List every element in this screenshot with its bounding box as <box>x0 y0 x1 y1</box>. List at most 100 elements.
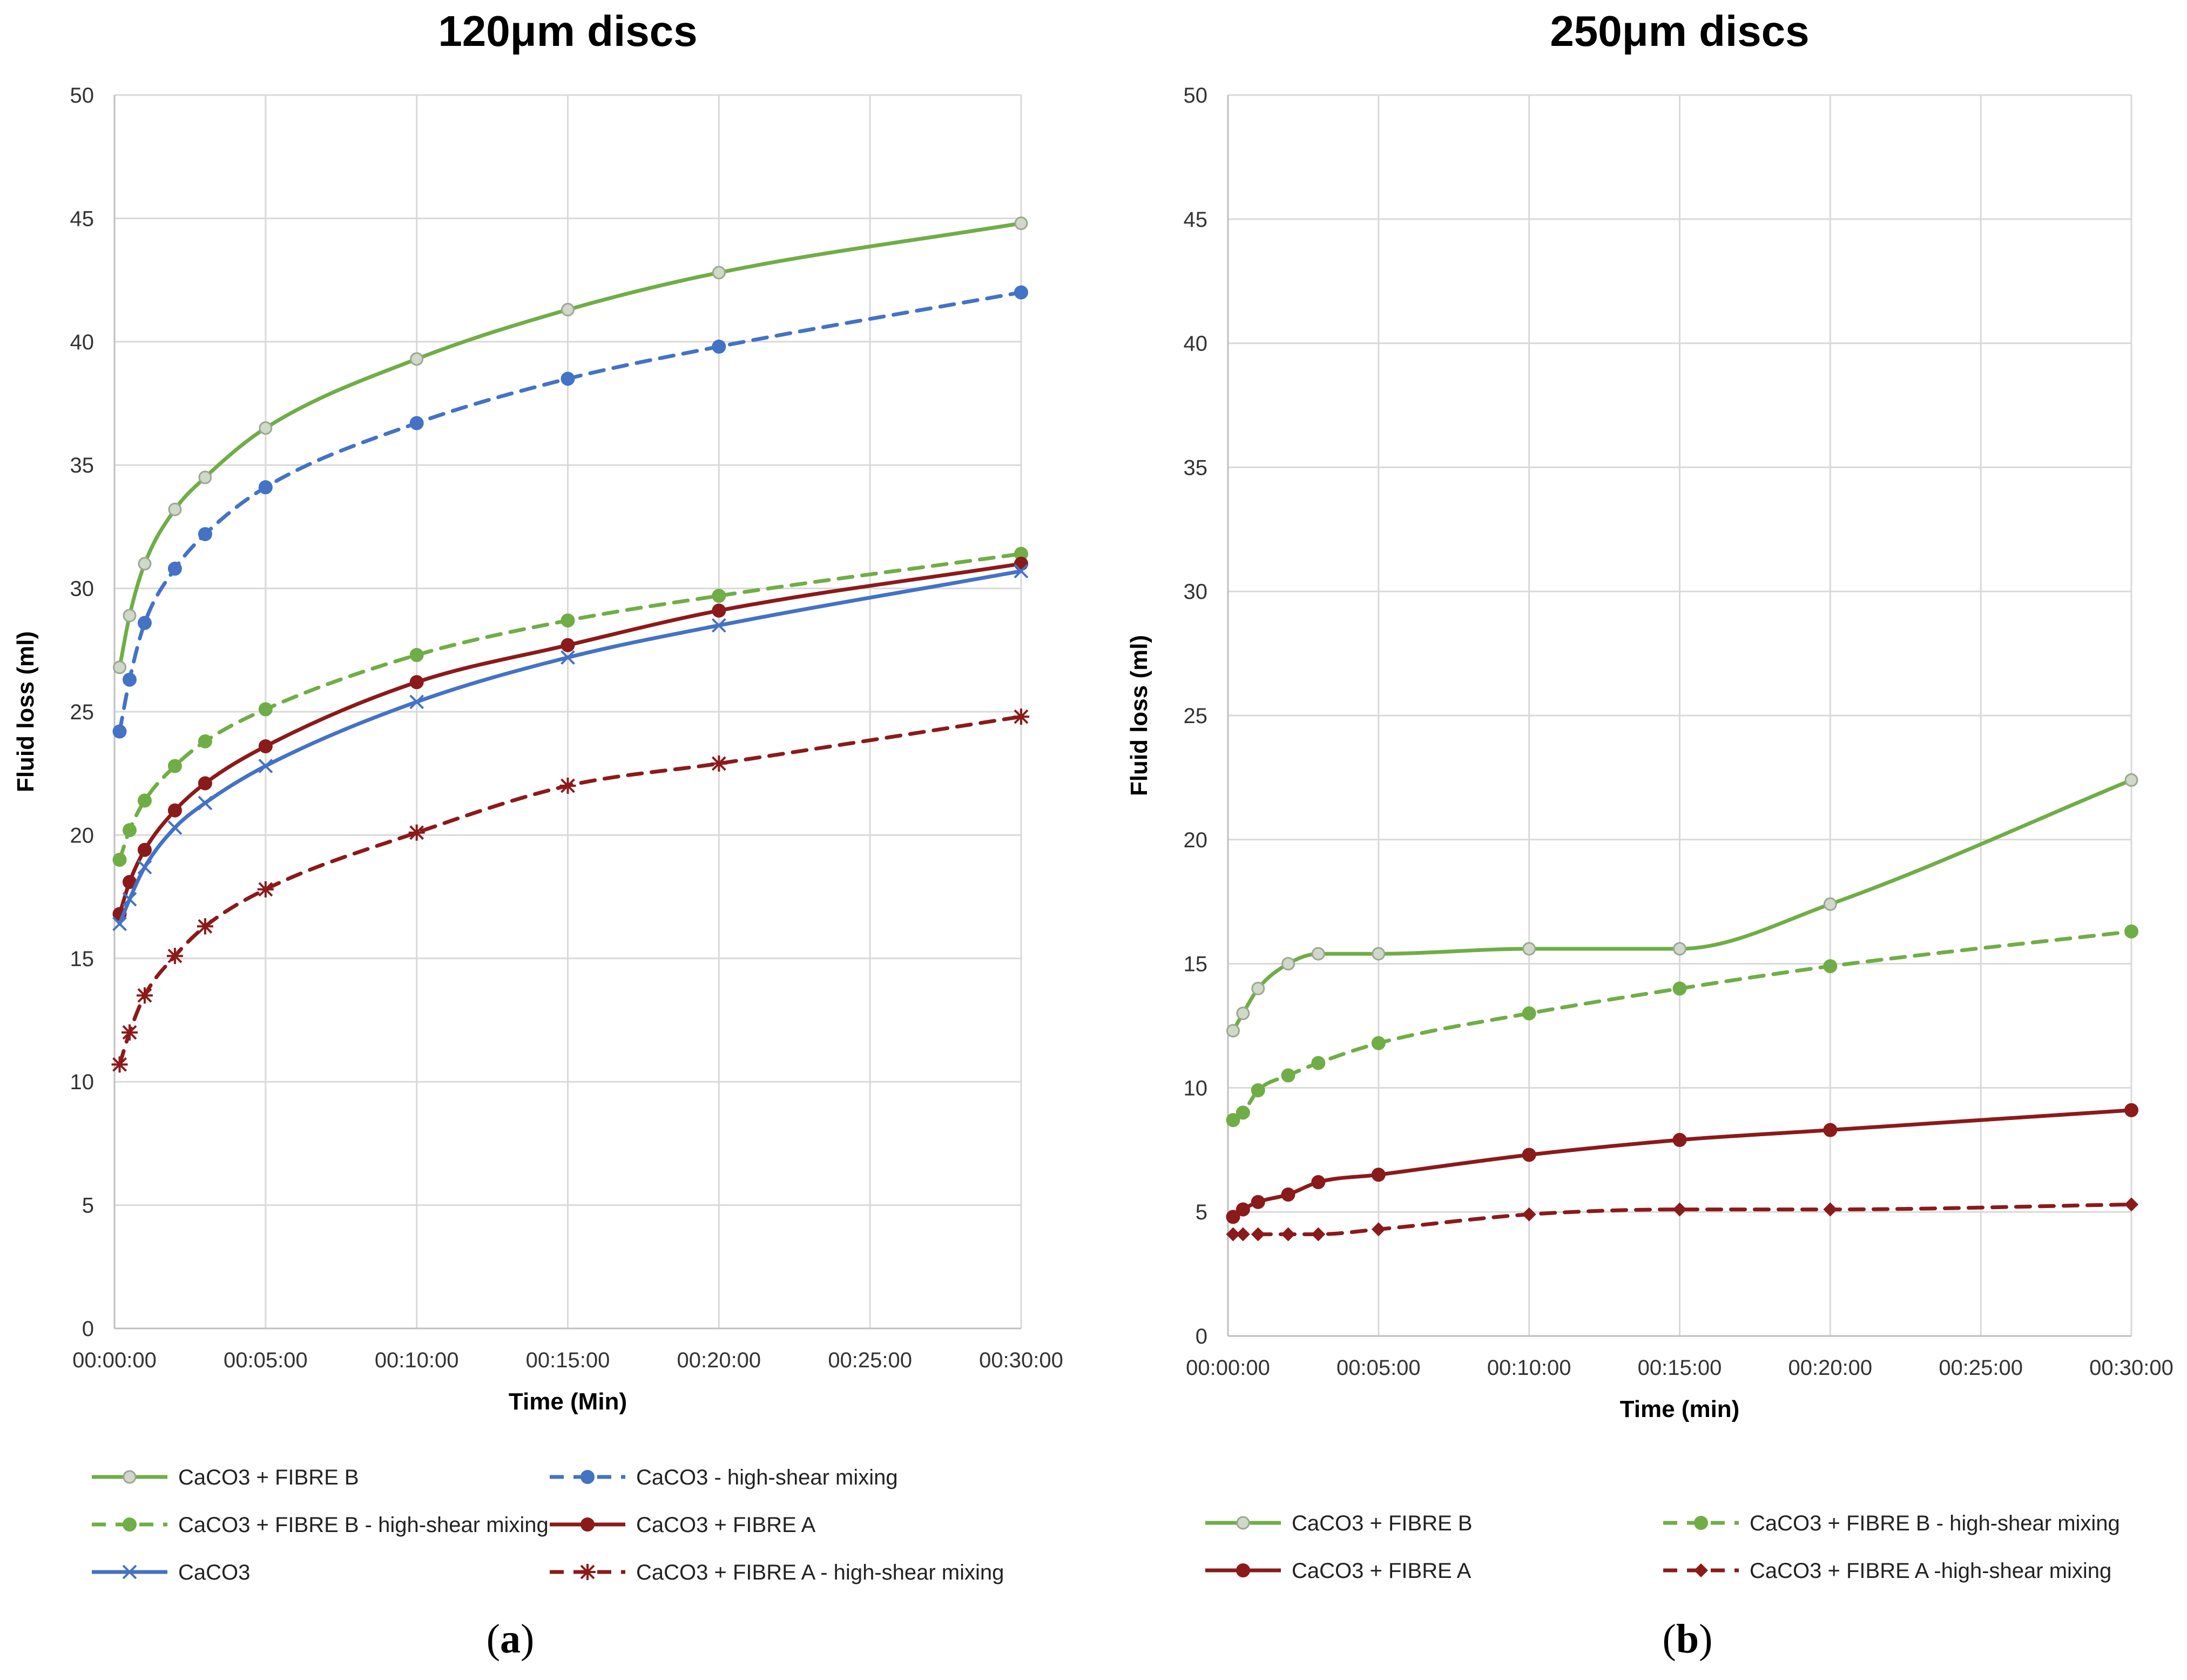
legend-marker <box>1236 1516 1250 1530</box>
series-2 <box>112 285 1028 739</box>
series-line <box>118 552 1023 862</box>
legend-marker <box>122 1564 137 1580</box>
data-point <box>1014 564 1029 579</box>
y-tick-label: 25 <box>70 700 94 724</box>
data-point <box>257 881 274 898</box>
legend-label: CaCO3 + FIBRE B - high-shear mixing <box>178 1513 549 1537</box>
x-tick-label: 00:15:00 <box>526 1348 610 1372</box>
y-tick-label: 20 <box>70 824 94 847</box>
x-tick-label: 00:15:00 <box>1638 1356 1722 1380</box>
y-tick-label: 45 <box>1184 208 1208 232</box>
data-point <box>122 892 137 907</box>
x-tick-label: 00:30:00 <box>979 1348 1063 1372</box>
data-point <box>410 352 424 366</box>
data-point <box>137 616 152 630</box>
data-point <box>1522 1006 1536 1021</box>
data-point <box>2124 1197 2138 1212</box>
data-point <box>136 987 153 1004</box>
data-point <box>1372 947 1386 961</box>
series-2 <box>1226 924 2138 1128</box>
data-point <box>1014 217 1028 231</box>
data-point <box>258 702 273 717</box>
series-line <box>118 221 1023 670</box>
legend-marker <box>1694 1516 1708 1530</box>
data-point <box>258 759 273 773</box>
legend-label: CaCO3 + FIBRE B - high-shear mixing <box>1750 1512 2120 1535</box>
data-point <box>1673 942 1686 956</box>
legend-label: CaCO3 + FIBRE B <box>178 1466 359 1489</box>
data-point <box>112 853 127 867</box>
data-point <box>711 618 726 633</box>
data-point <box>167 759 182 773</box>
data-point <box>559 778 576 794</box>
x-tick-label: 00:25:00 <box>1939 1356 2023 1380</box>
y-tick-label: 40 <box>70 330 94 354</box>
x-tick-label: 00:10:00 <box>375 1348 459 1372</box>
data-point <box>1823 897 1837 911</box>
series-line <box>118 569 1023 926</box>
data-point <box>1236 1202 1250 1217</box>
data-point <box>167 803 182 818</box>
legend-item: CaCO3 + FIBRE A <box>550 1513 816 1537</box>
data-point <box>1281 1188 1295 1202</box>
legend-marker <box>123 1517 137 1531</box>
series-1 <box>1226 773 2138 1038</box>
data-point <box>168 502 182 516</box>
gridlines <box>113 94 1022 1330</box>
data-point <box>1311 1227 1326 1242</box>
data-point <box>1251 1227 1265 1242</box>
subfigure-label: (b) <box>1663 1616 1713 1662</box>
x-tick-label: 00:10:00 <box>1487 1356 1571 1380</box>
data-point <box>1226 1113 1240 1128</box>
data-point <box>1281 1227 1295 1242</box>
data-point <box>197 918 213 935</box>
data-point <box>408 824 425 841</box>
legend: CaCO3 + FIBRE B CaCO3 + FIBRE B - high-sh… <box>1205 1512 2120 1583</box>
data-point <box>137 860 152 875</box>
legend-item: CaCO3 + FIBRE A -high-shear mixing <box>1663 1559 2111 1583</box>
y-tick-label: 35 <box>70 454 94 477</box>
series-line <box>1231 929 2134 1122</box>
legend-label: CaCO3 + FIBRE A - high-shear mixing <box>636 1561 1004 1584</box>
data-point <box>1311 947 1325 961</box>
series-3 <box>112 546 1028 867</box>
data-point <box>1371 1036 1386 1050</box>
data-point <box>712 339 726 354</box>
data-point <box>198 776 212 791</box>
gridlines <box>1227 94 2132 1337</box>
legend-label: CaCO3 + FIBRE A -high-shear mixing <box>1750 1559 2111 1583</box>
data-point <box>1251 1195 1265 1209</box>
data-point <box>198 470 212 484</box>
data-point <box>198 527 212 542</box>
x-tick-label: 00:00:00 <box>72 1348 157 1372</box>
series-line <box>118 714 1023 1067</box>
y-tick-label: 35 <box>1184 456 1208 480</box>
data-point <box>258 480 273 495</box>
y-tick-label: 15 <box>70 947 94 971</box>
data-point <box>1823 1123 1838 1137</box>
legend-item: CaCO3 + FIBRE B <box>1205 1512 1473 1535</box>
data-point <box>2124 924 2138 939</box>
data-point <box>1522 1207 1536 1222</box>
data-point <box>259 421 273 435</box>
data-point <box>166 948 183 964</box>
data-point <box>258 739 273 753</box>
y-tick-label: 0 <box>82 1317 94 1341</box>
y-tick-label: 0 <box>1196 1325 1207 1348</box>
y-tick-label: 15 <box>1184 953 1208 976</box>
y-tick-label: 50 <box>70 84 94 107</box>
legend-item: CaCO3 + FIBRE B <box>92 1466 359 1489</box>
legend-marker <box>1236 1563 1250 1577</box>
data-point <box>137 793 152 808</box>
series-4 <box>1226 1197 2138 1242</box>
y-axis-label: Fluid loss (ml) <box>1126 635 1152 796</box>
data-point <box>1236 1105 1250 1120</box>
y-tick-label: 45 <box>70 207 94 231</box>
legend-label: CaCO3 + FIBRE B <box>1292 1512 1473 1535</box>
data-point <box>122 672 137 687</box>
data-point <box>1311 1175 1326 1190</box>
data-point <box>2124 773 2138 787</box>
x-axis-label: Time (min) <box>1620 1396 1740 1422</box>
data-point <box>561 638 575 652</box>
